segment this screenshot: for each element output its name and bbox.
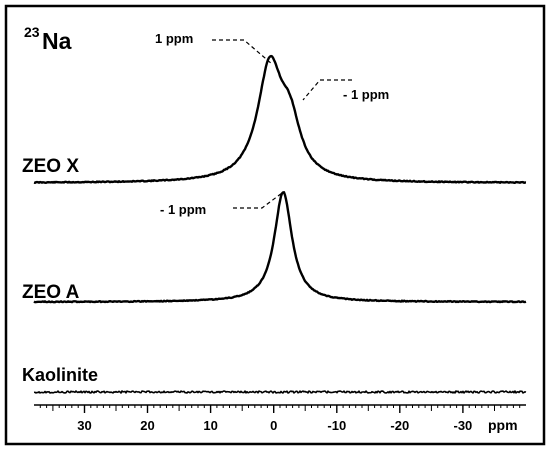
spectrum-line-zeo-a <box>33 191 527 304</box>
nucleus-mass: 23 <box>24 24 40 40</box>
peak-annotation: 1 ppm <box>155 31 193 46</box>
peak-leader-line <box>233 192 283 209</box>
x-axis: 30 20 10 0 -10 -20 -30 ppm <box>34 404 526 433</box>
spectrum-line-zeo-x <box>33 54 527 185</box>
annotation-layer: 1 ppm - 1 ppm - 1 ppm <box>155 31 389 217</box>
x-tick-label: -30 <box>454 418 473 433</box>
series-layer: ZEO X ZEO A Kaolinite <box>22 54 527 394</box>
nucleus-label: 23 Na <box>24 24 72 54</box>
series-label-kaolinite: Kaolinite <box>22 365 98 385</box>
x-tick-label: -20 <box>390 418 409 433</box>
x-tick-label: 0 <box>270 418 277 433</box>
peak-annotation: - 1 ppm <box>343 87 389 102</box>
x-axis-ticks: 30 20 10 0 -10 -20 -30 <box>39 405 521 433</box>
series-label-zeo-x: ZEO X <box>22 156 79 177</box>
peak-leader-line <box>212 39 273 65</box>
x-tick-label: 20 <box>140 418 154 433</box>
spectrum-line-kaolinite <box>33 390 527 394</box>
peak-leader-line <box>302 79 352 101</box>
x-tick-label: -10 <box>327 418 346 433</box>
x-tick-label: 30 <box>77 418 91 433</box>
x-tick-label: 10 <box>203 418 217 433</box>
x-axis-label: ppm <box>488 417 518 433</box>
series-label-zeo-a: ZEO A <box>22 282 80 303</box>
peak-annotation: - 1 ppm <box>160 202 206 217</box>
nucleus-symbol: Na <box>42 28 72 54</box>
